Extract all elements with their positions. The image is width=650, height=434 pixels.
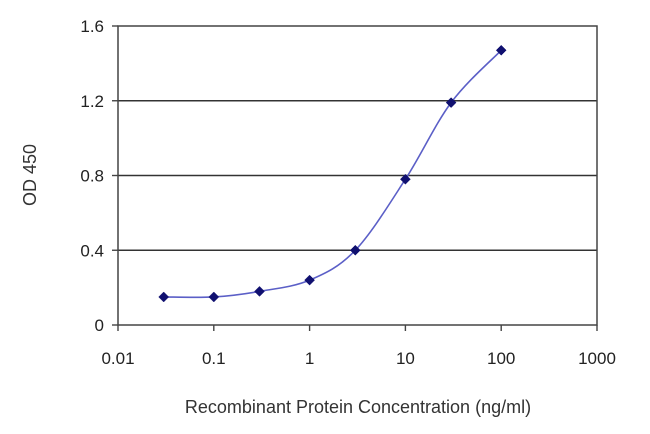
x-tick-label: 1 bbox=[305, 349, 314, 368]
y-tick-label: 0.8 bbox=[80, 167, 104, 186]
data-point bbox=[158, 291, 170, 303]
x-tick-label: 100 bbox=[487, 349, 515, 368]
data-point bbox=[349, 244, 361, 256]
data-point bbox=[254, 286, 265, 297]
data-point bbox=[304, 274, 315, 286]
y-tick-label: 1.6 bbox=[80, 17, 104, 36]
x-axis-title: Recombinant Protein Concentration (ng/ml… bbox=[185, 397, 531, 417]
data-point bbox=[400, 173, 411, 185]
x-tick-label: 1000 bbox=[578, 349, 616, 368]
y-tick-label: 0.4 bbox=[80, 241, 104, 260]
y-axis-title: OD 450 bbox=[20, 144, 40, 206]
fit-curve bbox=[163, 49, 502, 299]
x-tick-label: 0.01 bbox=[101, 349, 134, 368]
y-tick-label: 0 bbox=[95, 316, 104, 335]
data-point bbox=[208, 291, 220, 303]
series-layer bbox=[158, 44, 507, 303]
x-tick-label: 0.1 bbox=[202, 349, 226, 368]
data-point bbox=[495, 44, 507, 56]
x-tick-label: 10 bbox=[396, 349, 415, 368]
y-tick-label: 1.2 bbox=[80, 92, 104, 111]
data-point bbox=[445, 97, 457, 108]
axis-ticks: 0 0.4 0.8 1.2 1.6 0.01 0.1 1 10 100 1000 bbox=[80, 17, 616, 368]
gridlines bbox=[118, 100, 597, 251]
